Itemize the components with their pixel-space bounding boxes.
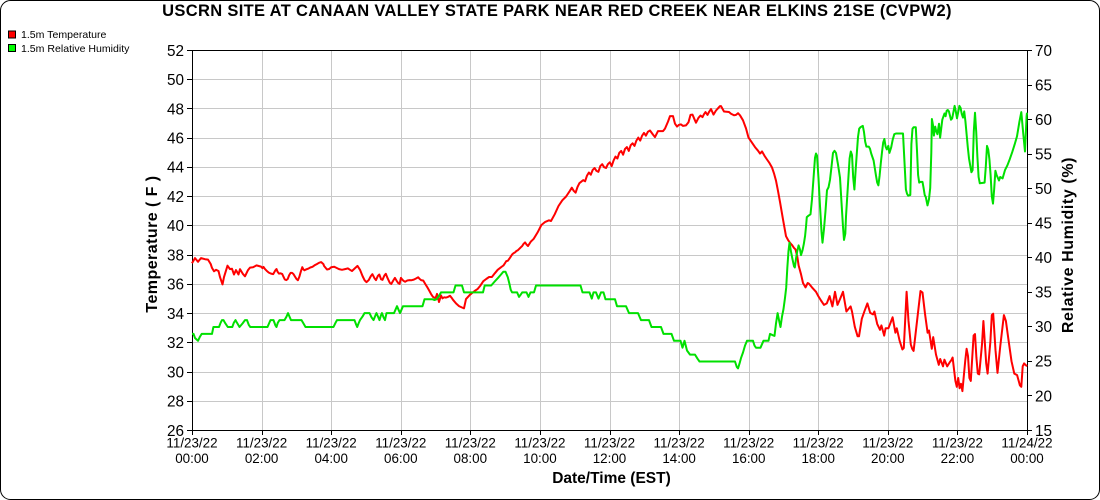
svg-text:48: 48 bbox=[167, 101, 184, 118]
svg-text:32: 32 bbox=[167, 335, 184, 352]
svg-text:18:00: 18:00 bbox=[801, 451, 835, 466]
svg-text:Temperature ( F ): Temperature ( F ) bbox=[144, 175, 161, 312]
svg-text:Date/Time (EST): Date/Time (EST) bbox=[552, 470, 671, 487]
svg-text:60: 60 bbox=[1035, 112, 1052, 129]
svg-text:50: 50 bbox=[1035, 181, 1052, 198]
svg-text:10:00: 10:00 bbox=[523, 451, 557, 466]
svg-text:14:00: 14:00 bbox=[662, 451, 696, 466]
svg-text:45: 45 bbox=[1035, 216, 1052, 233]
svg-text:40: 40 bbox=[1035, 250, 1052, 267]
svg-text:11/23/22: 11/23/22 bbox=[862, 436, 913, 451]
svg-text:11/23/22: 11/23/22 bbox=[514, 436, 565, 451]
svg-text:22:00: 22:00 bbox=[941, 451, 975, 466]
svg-text:16:00: 16:00 bbox=[732, 451, 766, 466]
svg-text:26: 26 bbox=[167, 423, 184, 440]
svg-text:11/23/22: 11/23/22 bbox=[654, 436, 705, 451]
svg-text:11/23/22: 11/23/22 bbox=[584, 436, 635, 451]
svg-text:11/24/22: 11/24/22 bbox=[1001, 436, 1052, 451]
svg-text:1.5m Relative Humidity: 1.5m Relative Humidity bbox=[21, 43, 130, 55]
svg-text:00:00: 00:00 bbox=[175, 451, 209, 466]
svg-text:36: 36 bbox=[167, 277, 184, 294]
svg-text:1.5m Temperature: 1.5m Temperature bbox=[21, 29, 107, 41]
svg-text:12:00: 12:00 bbox=[593, 451, 627, 466]
svg-text:55: 55 bbox=[1035, 146, 1052, 163]
svg-text:20: 20 bbox=[1035, 388, 1052, 405]
svg-text:40: 40 bbox=[167, 218, 184, 235]
svg-text:42: 42 bbox=[167, 189, 184, 206]
svg-text:20:00: 20:00 bbox=[871, 451, 905, 466]
svg-text:30: 30 bbox=[1035, 319, 1052, 336]
svg-text:11/23/22: 11/23/22 bbox=[723, 436, 774, 451]
svg-text:11/23/22: 11/23/22 bbox=[236, 436, 287, 451]
svg-text:Relative Humidity (%): Relative Humidity (%) bbox=[1060, 157, 1077, 333]
svg-text:06:00: 06:00 bbox=[384, 451, 418, 466]
svg-text:11/23/22: 11/23/22 bbox=[445, 436, 496, 451]
svg-text:70: 70 bbox=[1035, 43, 1052, 60]
svg-text:11/23/22: 11/23/22 bbox=[793, 436, 844, 451]
svg-text:35: 35 bbox=[1035, 285, 1052, 302]
svg-text:52: 52 bbox=[167, 43, 184, 60]
svg-text:15: 15 bbox=[1035, 423, 1052, 440]
svg-text:28: 28 bbox=[167, 394, 184, 411]
svg-text:08:00: 08:00 bbox=[454, 451, 488, 466]
svg-text:38: 38 bbox=[167, 247, 184, 264]
svg-text:11/23/22: 11/23/22 bbox=[306, 436, 357, 451]
svg-text:44: 44 bbox=[167, 160, 185, 177]
svg-text:11/23/22: 11/23/22 bbox=[375, 436, 426, 451]
svg-text:11/23/22: 11/23/22 bbox=[932, 436, 983, 451]
svg-text:50: 50 bbox=[167, 72, 184, 89]
svg-text:02:00: 02:00 bbox=[245, 451, 279, 466]
svg-text:25: 25 bbox=[1035, 354, 1052, 371]
svg-text:30: 30 bbox=[167, 364, 184, 381]
svg-text:34: 34 bbox=[167, 306, 185, 323]
svg-text:USCRN SITE AT CANAAN VALLEY ST: USCRN SITE AT CANAAN VALLEY STATE PARK N… bbox=[162, 2, 952, 20]
svg-text:11/23/22: 11/23/22 bbox=[166, 436, 217, 451]
svg-text:04:00: 04:00 bbox=[314, 451, 348, 466]
svg-text:00:00: 00:00 bbox=[1010, 451, 1044, 466]
svg-text:46: 46 bbox=[167, 131, 184, 148]
svg-text:65: 65 bbox=[1035, 77, 1052, 94]
